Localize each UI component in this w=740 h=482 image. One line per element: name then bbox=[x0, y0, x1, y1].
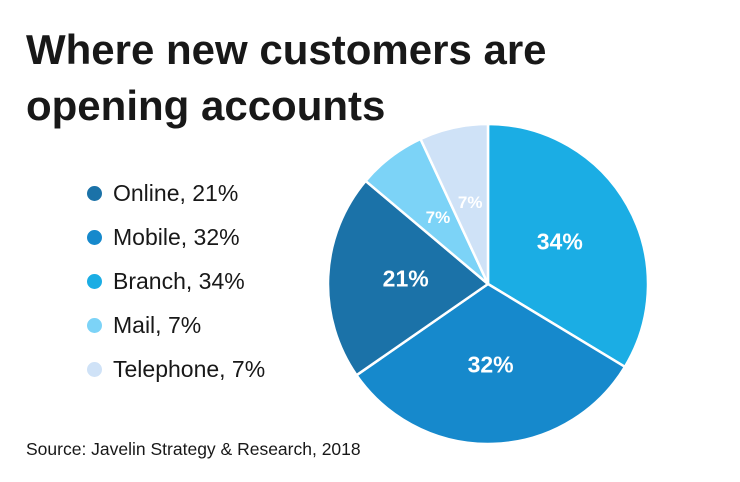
svg-text:21%: 21% bbox=[383, 265, 429, 291]
svg-text:34%: 34% bbox=[537, 229, 583, 255]
svg-text:7%: 7% bbox=[458, 193, 483, 212]
svg-text:7%: 7% bbox=[426, 208, 451, 227]
svg-text:32%: 32% bbox=[468, 351, 514, 377]
